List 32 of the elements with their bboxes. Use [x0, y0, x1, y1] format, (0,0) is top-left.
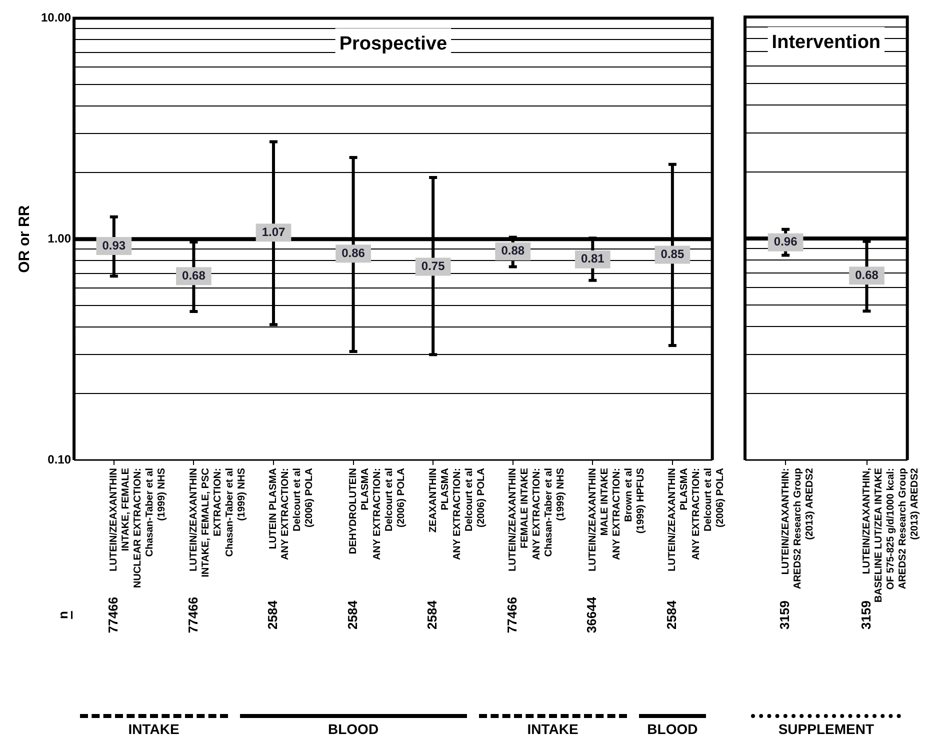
text: BLOOD: [647, 720, 698, 737]
text: 2584: [424, 600, 440, 630]
x-tick-label: LUTEIN/ZEAXANTHIN MALE INTAKE ANY EXTRACTION: Brown et al (1999) HPFUS: [587, 468, 646, 572]
x-tick-label: LUTEIN/ZEAXANTHIN, BASELINE LUT/ZEA INTAKE OF 575-825 g/d/1000 kcal: AREDS2 Research Group (2013) AREDS2: [862, 468, 920, 602]
y-tick-label: 10.00: [41, 10, 72, 25]
x-tick-label: LUTEIN/ZEAXANTHIN INTAKE, FEMALE NUCLEAR EXTRACTION: Chasan-Taber et al (1999) NHS: [108, 468, 168, 588]
text: INTAKE: [527, 720, 578, 737]
text: Intervention: [772, 32, 881, 54]
text: BLOOD: [328, 720, 379, 737]
text: INTAKE: [128, 720, 180, 737]
text: 3159: [777, 600, 792, 630]
text: 77466: [504, 596, 520, 634]
text: 2584: [265, 600, 280, 630]
text: SUPPLEMENT: [778, 720, 874, 737]
text: n: [56, 610, 71, 619]
x-tick-label: LUTEIN/ZEAXANTHIN PLASMA ANY EXTRACTION: Delcourt et al (2006) POLA: [667, 468, 726, 572]
text: 77466: [185, 596, 200, 634]
text: 3159: [858, 600, 874, 630]
y-axis-title: OR or RR: [16, 205, 34, 273]
y-tick-label: 1.00: [48, 231, 72, 246]
text: 77466: [106, 596, 120, 634]
text: 2584: [664, 600, 680, 630]
x-tick-label: LUTEIN/ZEAXANTHIN INTAKE, FEMALE, PSC EXTRACTION: Chasan-Taber et al (1999) NHS: [188, 468, 248, 578]
y-tick-label: 0.10: [48, 452, 72, 466]
x-tick-label: LUTEIN/ZEAXANTHIN FEMALE INTAKE ANY EXTRACTION: Chasan-Taber et al (1999) NHS: [508, 468, 567, 572]
x-tick-label: LUTEIN/ZEAXANTHIN: AREDS2 Research Group (2013) AREDS2: [780, 468, 816, 590]
text: Prospective: [339, 33, 448, 54]
x-tick-label: LUTEIN PLASMA ANY EXTRACTION: Delcourt et al (2006) POLA: [268, 468, 316, 560]
x-tick-label: ZEAXANTHIN PLASMA ANY EXTRACTION: Delcourt et al (2006) POLA: [428, 468, 487, 560]
text: 36644: [584, 596, 600, 634]
text: 2584: [344, 600, 360, 630]
x-tick-label: DEHYDROLUTEIN PLASMA ANY EXTRACTION: Delcourt et al (2006) POLA: [348, 468, 408, 560]
